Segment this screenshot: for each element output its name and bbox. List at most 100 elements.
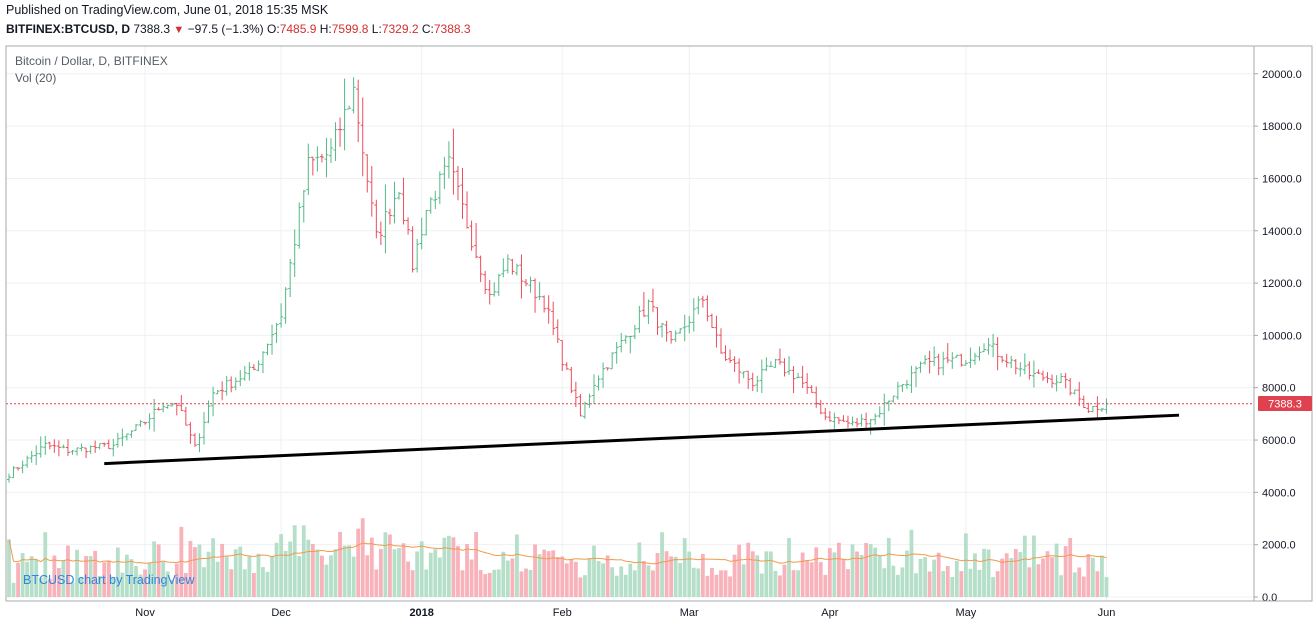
ohlc-bars xyxy=(7,77,1109,483)
volume-bar xyxy=(719,570,723,597)
ohlc-bar-down xyxy=(714,315,719,348)
ohlc-bar-up xyxy=(991,333,996,358)
ohlc-bar-down xyxy=(1036,369,1041,375)
volume-bar xyxy=(29,556,34,597)
ohlc-bar-down xyxy=(650,288,655,313)
ohlc-bar-down xyxy=(737,358,742,384)
volume-bar xyxy=(728,576,732,597)
chart-axes: 20000.0 18000.0 16000.0 14000.0 12000.0 10000… xyxy=(135,69,1301,619)
ohlc-bar-down xyxy=(183,406,188,426)
ohlc-bar-up xyxy=(505,254,510,274)
ohlc-bar-up xyxy=(619,332,624,353)
volume-bar xyxy=(251,573,256,597)
volume-bar xyxy=(936,552,941,597)
volume-bar xyxy=(605,555,610,597)
volume-bar xyxy=(138,574,143,597)
ohlc-bar-up xyxy=(170,402,175,407)
volume-bar xyxy=(1022,535,1027,597)
volume-bar xyxy=(818,562,823,597)
ohlc-bar-down xyxy=(451,128,456,195)
ohlc-bar-down xyxy=(705,295,710,322)
ohlc-bar-up xyxy=(755,375,760,393)
volume-bar xyxy=(510,558,515,597)
ohlc-bar-down xyxy=(1063,372,1068,389)
volume-bar xyxy=(651,570,655,597)
ohlc-bar-down xyxy=(360,97,365,177)
volume-bar xyxy=(714,574,719,597)
ohlc-bar-up xyxy=(1104,398,1109,414)
time-tick-label: May xyxy=(955,607,976,619)
ohlc-bar-up xyxy=(115,432,120,448)
ohlc-bar-up xyxy=(614,341,619,364)
volume-bar xyxy=(995,571,1000,597)
volume-bar xyxy=(383,532,388,597)
open-label: O: xyxy=(267,22,280,36)
volume-bar xyxy=(129,559,134,597)
ohlc-bar-down xyxy=(578,393,583,417)
volume-bar xyxy=(224,556,229,597)
volume-bar xyxy=(705,575,710,597)
volume-bar xyxy=(147,562,152,597)
volume-bar xyxy=(669,556,674,597)
volume-bar xyxy=(764,551,769,597)
ohlc-bar-up xyxy=(70,449,75,455)
volume-bar xyxy=(66,545,70,597)
volume-bar xyxy=(170,579,175,597)
volume-bar xyxy=(1068,538,1073,597)
ohlc-bar-down xyxy=(474,223,479,259)
ohlc-bar-up xyxy=(333,122,338,162)
volume-bar xyxy=(900,567,905,597)
ohlc-bar-down xyxy=(864,412,869,428)
volume-bar xyxy=(973,553,977,597)
volume-bar xyxy=(800,552,805,597)
ohlc-bar-up xyxy=(768,361,773,367)
ticker-last: 7388.3 xyxy=(133,22,171,36)
volume-bar xyxy=(424,569,429,597)
high-value: 7599.8 xyxy=(331,22,369,36)
ohlc-bar-down xyxy=(1050,374,1055,388)
volume-bar xyxy=(288,541,293,597)
support-trendline[interactable] xyxy=(104,413,1180,466)
ohlc-bar-up xyxy=(20,460,25,474)
volume-bar xyxy=(487,572,492,597)
volume-bar xyxy=(492,569,497,597)
volume-bar xyxy=(292,525,297,597)
volume-bar xyxy=(324,564,329,597)
ohlc-bar-up xyxy=(877,406,882,418)
volume-bar xyxy=(233,549,238,597)
ohlc-bar-up xyxy=(986,337,991,355)
volume-bar xyxy=(456,545,460,597)
volume-bar xyxy=(691,567,696,597)
volume-bar xyxy=(569,559,574,597)
ohlc-bar-up xyxy=(270,324,275,355)
ohlc-bar-down xyxy=(836,417,841,425)
volume-bar xyxy=(183,572,188,597)
ohlc-bar-up xyxy=(265,343,270,356)
volume-bar xyxy=(646,565,651,597)
ohlc-bar-down xyxy=(455,165,460,201)
ohlc-bar-up xyxy=(152,398,157,432)
volume-bar xyxy=(1072,572,1077,597)
ohlc-bar-down xyxy=(310,156,315,176)
ohlc-bar-up xyxy=(923,355,928,365)
volume-bar xyxy=(759,573,764,597)
volume-bar xyxy=(1018,552,1023,597)
ohlc-bar-down xyxy=(750,372,755,392)
volume-bar xyxy=(555,557,560,597)
volume-bar xyxy=(238,546,243,597)
volume-bar xyxy=(84,556,88,597)
ohlc-bar-up xyxy=(274,322,279,344)
volume-bar xyxy=(982,548,986,597)
volume-bar xyxy=(56,568,61,597)
volume-bar xyxy=(696,568,701,597)
ohlc-bar-down xyxy=(102,442,107,447)
ohlc-bar-up xyxy=(514,263,519,276)
ohlc-bar-down xyxy=(605,367,610,371)
ohlc-bar-down xyxy=(220,381,225,401)
ohlc-bar-up xyxy=(918,361,923,373)
volume-bar xyxy=(542,549,547,597)
volume-bar xyxy=(378,549,383,597)
volume-bar xyxy=(623,574,628,597)
volume-bar xyxy=(977,569,982,597)
